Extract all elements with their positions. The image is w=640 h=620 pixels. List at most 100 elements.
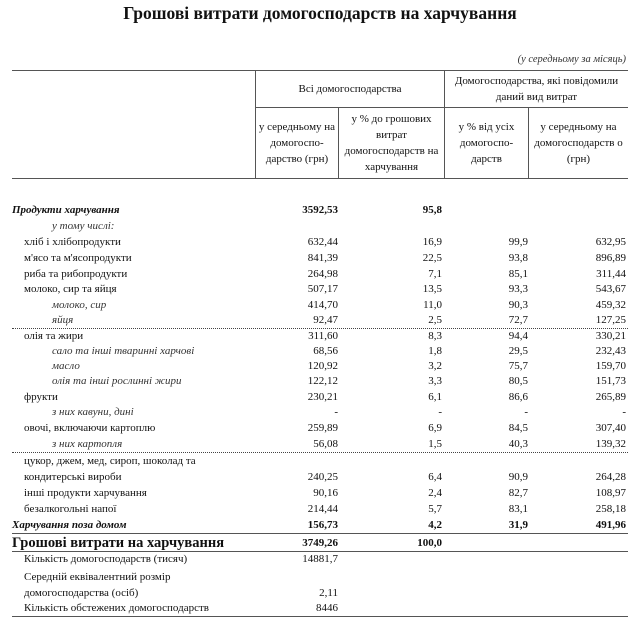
cell-value: 100,0 <box>417 537 442 549</box>
row-label: хліб і хлібопродукти <box>24 236 121 248</box>
cell-value: 2,4 <box>428 487 442 499</box>
table-row: олія та жири 311,60 8,3 94,4 330,21 <box>12 328 628 344</box>
cell-value: 3749,26 <box>302 537 338 549</box>
row-label: Грошові витрати на харчування <box>12 535 225 551</box>
cell-value: 13,5 <box>422 283 442 295</box>
row-label: Харчування поза домом <box>12 519 127 531</box>
table-row: Середній еквівалентний розмір <box>12 569 628 585</box>
cell-value: 240,25 <box>307 471 338 483</box>
cell-value: 3,3 <box>428 375 442 387</box>
cell-value: 330,21 <box>595 330 626 342</box>
cell-value: 22,5 <box>422 252 442 264</box>
header-col-avg: у середньому на домогоспо-дарство (грн) <box>258 121 336 165</box>
cell-value: 80,5 <box>508 375 528 387</box>
table-row: фрукти 230,21 6,1 86,6 265,89 <box>12 389 628 405</box>
cell-value: 16,9 <box>422 236 442 248</box>
cell-value: 72,7 <box>508 314 528 326</box>
cell-value: 29,5 <box>508 345 528 357</box>
cell-value: 122,12 <box>307 375 338 387</box>
cell-value: 83,1 <box>508 503 528 515</box>
table-row: масло 120,92 3,2 75,7 159,70 <box>12 358 628 374</box>
cell-value: 159,70 <box>595 360 626 372</box>
cell-value: 86,6 <box>508 391 528 403</box>
row-label: Продукти харчування <box>12 204 120 216</box>
unit-note: (у середньому за місяць) <box>517 54 626 65</box>
row-label: олія та жири <box>24 330 84 342</box>
cell-value: 120,92 <box>307 360 338 372</box>
table-row: кондитерські вироби 240,25 6,4 90,9 264,28 <box>12 469 628 485</box>
header-group-all: Всі домогосподарства <box>298 83 402 95</box>
cell-value: 2,11 <box>319 587 338 599</box>
cell-value: 14881,7 <box>302 553 338 565</box>
cell-value: 1,8 <box>428 345 442 357</box>
col-divider <box>528 108 529 178</box>
cell-value: 259,89 <box>307 422 338 434</box>
row-label: яйця <box>52 314 74 326</box>
table-row: з них картопля 56,08 1,5 40,3 139,32 <box>12 436 628 452</box>
cell-value: 90,3 <box>508 299 528 311</box>
table-row: олія та інші рослинні жири 122,12 3,3 80,5 1… <box>12 373 628 389</box>
cell-value: - <box>524 406 528 418</box>
cell-value: 85,1 <box>508 268 528 280</box>
header-col-pct: у % від усіх домогоспо-дарств <box>458 121 515 165</box>
header-group-reported: Домогосподарства, які повідомили даний в… <box>454 75 619 103</box>
cell-value: 11,0 <box>423 299 442 311</box>
cell-value: 230,21 <box>307 391 338 403</box>
cell-value: 40,3 <box>508 438 528 450</box>
cell-value: 264,28 <box>595 471 626 483</box>
row-separator <box>12 551 628 552</box>
row-separator <box>12 616 628 617</box>
row-label: з них кавуни, дині <box>52 406 134 418</box>
cell-value: 311,60 <box>308 330 338 342</box>
col-divider <box>444 70 445 178</box>
table-row: у тому числі: <box>12 218 628 234</box>
cell-value: 84,5 <box>508 422 528 434</box>
cell-value: 6,4 <box>428 471 442 483</box>
cell-value: 5,7 <box>428 503 442 515</box>
row-label: риба та рибопродукти <box>24 268 128 280</box>
table-row: яйця 92,47 2,5 72,7 127,25 <box>12 312 628 328</box>
cell-value: - <box>622 406 626 418</box>
cell-value: 156,73 <box>307 519 338 531</box>
cell-value: 68,56 <box>313 345 338 357</box>
row-label: з них картопля <box>52 438 123 450</box>
row-label: цукор, джем, мед, сироп, шоколад та <box>24 455 196 467</box>
table-row: риба та рибопродукти 264,98 7,1 85,1 311,44 <box>12 266 628 282</box>
table-row: овочі, включаючи картоплю 259,89 6,9 84,5 30… <box>12 420 628 436</box>
cell-value: 139,32 <box>595 438 626 450</box>
row-label: овочі, включаючи картоплю <box>24 422 156 434</box>
table-row: м'ясо та м'ясопродукти 841,39 22,5 93,8 896,… <box>12 250 628 266</box>
cell-value: 632,44 <box>307 236 338 248</box>
table-row: безалкогольні напої 214,44 5,7 83,1 258,18 <box>12 501 628 517</box>
row-label: Кількість обстежених домогосподарств <box>24 602 209 614</box>
row-label: Кількість домогосподарств (тисяч) <box>24 553 188 565</box>
cell-value: 75,7 <box>508 360 528 372</box>
row-label: молоко, сир <box>52 299 107 311</box>
col-divider <box>255 70 256 178</box>
cell-value: 841,39 <box>307 252 338 264</box>
cell-value: 307,40 <box>595 422 626 434</box>
cell-value: 93,3 <box>508 283 528 295</box>
table-row: молоко, сир та яйця 507,17 13,5 93,3 543,67 <box>12 281 628 297</box>
table-top-rule <box>12 70 628 71</box>
cell-value: 93,8 <box>508 252 528 264</box>
row-label: інші продукти харчування <box>24 487 147 499</box>
table-row: Кількість обстежених домогосподарств 8446 <box>12 600 628 616</box>
row-label: молоко, сир та яйця <box>24 283 117 295</box>
row-separator <box>12 328 628 329</box>
row-separator <box>12 452 628 453</box>
cell-value: 896,89 <box>595 252 626 264</box>
page-title: Грошові витрати домогосподарств на харчу… <box>123 3 517 23</box>
table-row: Продукти харчування 3592,53 95,8 <box>12 202 628 218</box>
cell-value: - <box>334 406 338 418</box>
cell-value: - <box>438 406 442 418</box>
row-label: сало та інші тваринні харчові <box>52 345 195 357</box>
cell-value: 1,5 <box>428 438 442 450</box>
table-row: з них кавуни, дині - - - - <box>12 404 628 420</box>
row-label: фрукти <box>24 391 58 403</box>
header-bottom-rule <box>12 178 628 179</box>
cell-value: 151,73 <box>595 375 626 387</box>
cell-value: 507,17 <box>307 283 338 295</box>
cell-value: 311,44 <box>596 268 626 280</box>
row-label: безалкогольні напої <box>24 503 117 515</box>
